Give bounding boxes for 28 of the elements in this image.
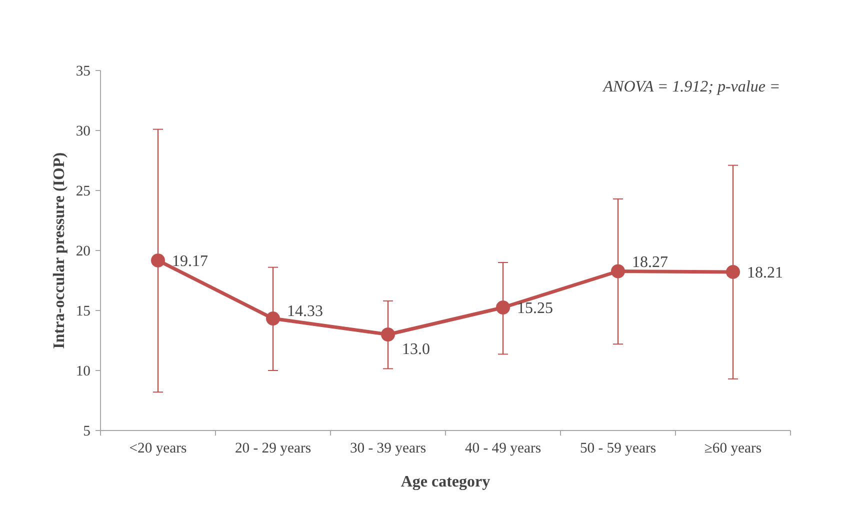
x-tick-label: <20 years: [129, 440, 188, 456]
point: [726, 264, 740, 279]
point: [611, 264, 625, 278]
x-tick-label: ≥60 years: [704, 440, 762, 456]
x-tick-label: 20 - 29 years: [234, 440, 312, 456]
data-label: 18.21: [747, 264, 783, 282]
y-axis-title: Intra-occular pressure (IOP): [50, 152, 68, 349]
y-tick-label: 25: [76, 184, 90, 200]
point: [151, 253, 165, 268]
data-label: 13.0: [402, 341, 430, 358]
point: [266, 312, 280, 326]
annotation: ANOVA = 1.912; p-value =: [602, 78, 780, 96]
y-tick-label: 15: [76, 304, 90, 320]
data-label: 18.27: [632, 254, 668, 271]
data-label: 15.25: [517, 300, 553, 317]
point: [496, 300, 510, 314]
x-tick-label: 40 - 49 years: [464, 440, 542, 456]
y-tick-label: 20: [76, 244, 90, 260]
data-label: 19.17: [172, 252, 208, 270]
y-tick-label: 5: [83, 424, 90, 440]
x-axis-title: Age category: [400, 474, 490, 490]
y-tick-label: 30: [76, 124, 90, 140]
x-tick-label: 50 - 59 years: [580, 440, 656, 456]
y-tick-label: 35: [76, 64, 90, 80]
x-tick-label: 30 - 39 years: [350, 440, 426, 456]
point: [381, 328, 395, 342]
data-label: 14.33: [287, 303, 323, 320]
y-tick-label: 10: [76, 364, 90, 380]
